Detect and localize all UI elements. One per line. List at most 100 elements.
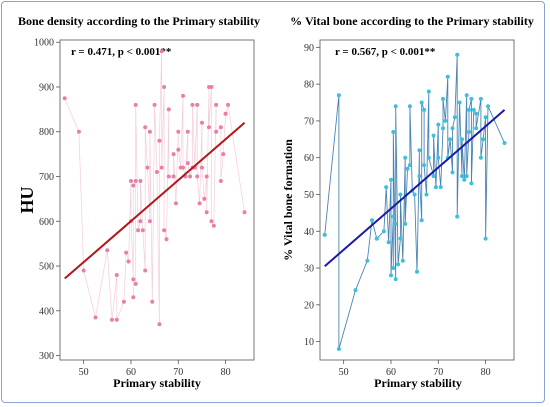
axis-ticks: 50 60 70 80 10 20 30 40 50 60 70 80 90 — [304, 43, 491, 378]
data-point — [207, 125, 211, 130]
data-point — [431, 174, 436, 179]
data-point — [131, 295, 136, 300]
y-tick-label: 10 — [304, 337, 314, 348]
data-point — [157, 138, 162, 143]
data-point — [403, 155, 408, 160]
data-point — [438, 185, 443, 190]
x-tick-label: 50 — [79, 367, 89, 378]
data-point — [469, 181, 474, 186]
data-point — [147, 219, 152, 224]
data-point — [419, 100, 424, 105]
data-point — [389, 177, 393, 182]
data-point — [405, 166, 410, 171]
data-point — [185, 129, 190, 134]
y-tick-label: 800 — [39, 127, 54, 138]
y-tick-label: 80 — [304, 80, 314, 91]
data-point — [204, 210, 209, 215]
data-point — [478, 96, 483, 101]
data-point — [181, 93, 185, 98]
data-point — [171, 174, 176, 179]
x-axis-label: Primary stability — [374, 376, 462, 390]
connecting-lines — [324, 54, 505, 350]
data-point — [403, 221, 408, 226]
data-point — [200, 165, 204, 170]
data-point — [443, 118, 448, 123]
y-tick-label: 20 — [304, 300, 314, 311]
data-point — [162, 228, 167, 233]
data-point — [412, 192, 417, 197]
data-point — [448, 137, 453, 142]
data-point — [114, 273, 119, 277]
x-tick-label: 70 — [433, 367, 443, 378]
bone-density-chart: Bone density according to the Primary st… — [17, 14, 260, 390]
data-point — [365, 258, 370, 263]
data-point — [400, 258, 405, 263]
data-point — [417, 174, 422, 179]
data-point — [121, 299, 126, 304]
data-point — [322, 232, 327, 237]
data-point — [455, 52, 460, 57]
data-point — [374, 236, 379, 241]
regression-line — [324, 109, 506, 267]
data-point — [445, 74, 450, 79]
data-point — [422, 163, 427, 168]
y-tick-label: 300 — [39, 351, 54, 362]
data-point — [214, 129, 219, 134]
data-point — [173, 201, 178, 206]
data-point — [195, 174, 200, 179]
data-point — [197, 201, 202, 206]
data-point — [114, 317, 119, 322]
x-tick-label: 60 — [126, 367, 136, 378]
data-point — [188, 174, 193, 179]
data-point — [226, 102, 230, 107]
data-point — [384, 185, 389, 190]
data-point — [460, 137, 464, 142]
data-point — [209, 85, 214, 89]
data-point — [164, 237, 169, 242]
data-point — [393, 221, 398, 226]
data-point — [152, 102, 157, 107]
data-point — [218, 125, 223, 130]
data-point — [181, 165, 185, 170]
series-line — [324, 54, 505, 350]
y-tick-label: 40 — [304, 227, 314, 238]
data-point — [162, 85, 167, 89]
x-tick-label: 60 — [386, 367, 396, 378]
data-point — [441, 126, 445, 131]
data-point — [185, 161, 190, 166]
data-point — [474, 126, 479, 131]
data-point — [381, 229, 386, 234]
data-point — [200, 120, 204, 125]
y-tick-label: 70 — [304, 116, 314, 127]
x-tick-label: 70 — [173, 367, 183, 378]
plot-area — [319, 39, 515, 361]
x-tick-label: 80 — [481, 367, 491, 378]
data-point — [370, 218, 374, 223]
data-point — [431, 133, 436, 138]
fit-line — [64, 122, 246, 280]
data-point — [391, 130, 396, 134]
data-point — [166, 174, 171, 179]
data-point — [467, 130, 471, 134]
data-point — [133, 281, 138, 286]
y-tick-label: 90 — [304, 43, 314, 54]
y-axis-label: HU — [17, 186, 37, 213]
data-point — [190, 102, 195, 107]
data-point — [214, 102, 219, 107]
data-point — [136, 228, 141, 233]
y-tick-label: 50 — [304, 190, 314, 201]
data-point — [419, 218, 424, 223]
data-point — [478, 155, 483, 160]
data-point — [471, 107, 476, 112]
data-point — [176, 129, 181, 134]
data-point — [424, 192, 429, 197]
y-tick-label: 400 — [39, 306, 54, 317]
data-points — [62, 49, 247, 327]
x-tick-label: 80 — [221, 367, 231, 378]
data-point — [462, 177, 467, 182]
data-point — [464, 174, 469, 179]
data-point — [486, 104, 490, 109]
data-point — [336, 347, 341, 351]
data-point — [469, 96, 474, 101]
